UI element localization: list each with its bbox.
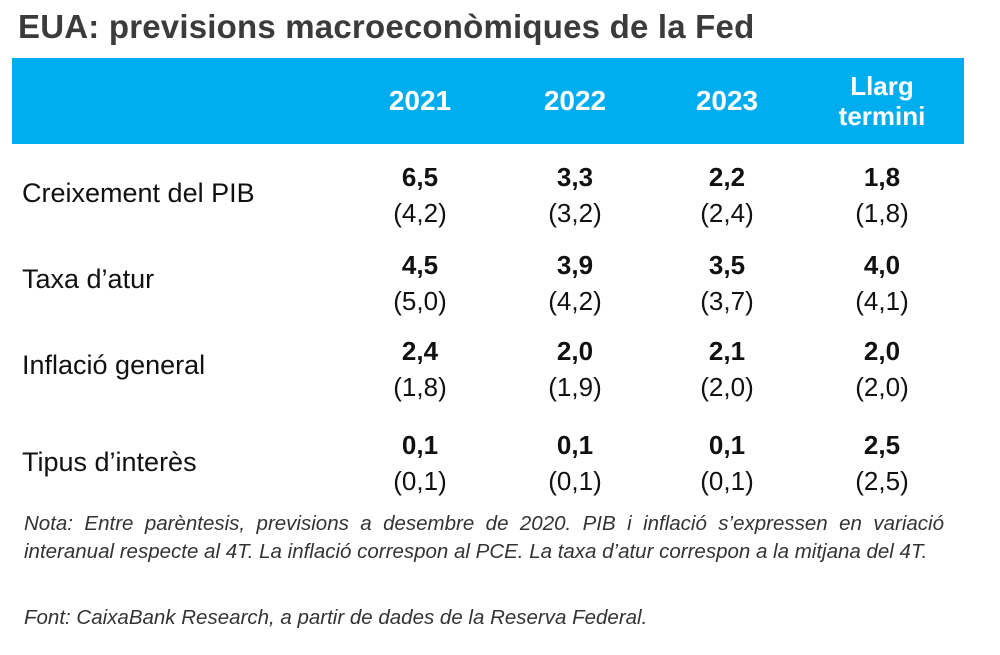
- cell-value: 0,1: [556, 430, 594, 460]
- cell-previous: (2,4): [700, 198, 754, 228]
- row-label-tipus-interes: Tipus d’interès: [22, 447, 197, 477]
- table-cell: 4,5 (5,0): [345, 250, 495, 316]
- cell-value: 2,0: [863, 336, 901, 366]
- table-cell: 6,5 (4,2): [345, 162, 495, 228]
- cell-previous: (3,2): [548, 198, 602, 228]
- cell-previous: (1,9): [548, 372, 602, 402]
- cell-previous: (2,0): [855, 372, 909, 402]
- cell-value: 2,1: [708, 336, 746, 366]
- cell-value: 2,5: [863, 430, 901, 460]
- cell-value: 3,9: [556, 250, 594, 280]
- table-cell: 3,9 (4,2): [500, 250, 650, 316]
- footnote: Nota: Entre parèntesis, previsions a des…: [24, 512, 944, 563]
- cell-value: 4,5: [401, 250, 439, 280]
- table-cell: 2,0 (2,0): [807, 336, 957, 402]
- cell-previous: (2,0): [700, 372, 754, 402]
- column-header-2021: 2021: [388, 85, 452, 116]
- cell-value: 4,0: [863, 250, 901, 280]
- table-cell: 0,1 (0,1): [500, 430, 650, 496]
- table-cell: 0,1 (0,1): [652, 430, 802, 496]
- cell-value: 6,5: [401, 162, 439, 192]
- column-header-2022: 2022: [543, 85, 607, 116]
- column-header-llarg-termini-label: Llarg termini: [838, 71, 926, 131]
- table-cell: 2,0 (1,9): [500, 336, 650, 402]
- table-cell: 2,5 (2,5): [807, 430, 957, 496]
- column-header-llarg-termini: Llarg termini: [807, 58, 957, 144]
- chart-title: EUA: previsions macroeconòmiques de la F…: [18, 8, 755, 45]
- cell-value: 3,5: [708, 250, 746, 280]
- cell-previous: (0,1): [700, 466, 754, 496]
- table-cell: 2,1 (2,0): [652, 336, 802, 402]
- table-cell: 3,3 (3,2): [500, 162, 650, 228]
- cell-value: 1,8: [863, 162, 901, 192]
- table-cell: 2,2 (2,4): [652, 162, 802, 228]
- row-label-inflacio-general: Inflació general: [22, 350, 206, 380]
- table-header: 2021 2022 2023 Llarg termini: [12, 58, 964, 144]
- cell-previous: (4,2): [548, 286, 602, 316]
- cell-previous: (4,2): [393, 198, 447, 228]
- cell-previous: (2,5): [855, 466, 909, 496]
- cell-previous: (1,8): [855, 198, 909, 228]
- cell-value: 3,3: [556, 162, 594, 192]
- table-cell: 1,8 (1,8): [807, 162, 957, 228]
- cell-value: 2,2: [708, 162, 746, 192]
- cell-previous: (0,1): [393, 466, 447, 496]
- table-cell: 4,0 (4,1): [807, 250, 957, 316]
- table-cell: 3,5 (3,7): [652, 250, 802, 316]
- cell-previous: (0,1): [548, 466, 602, 496]
- table-cell: 2,4 (1,8): [345, 336, 495, 402]
- row-label-taxa-atur: Taxa d’atur: [22, 264, 155, 294]
- table-cell: 0,1 (0,1): [345, 430, 495, 496]
- row-label-creixement-pib: Creixement del PIB: [22, 178, 255, 208]
- cell-previous: (1,8): [393, 372, 447, 402]
- cell-value: 0,1: [401, 430, 439, 460]
- cell-value: 2,4: [401, 336, 439, 366]
- cell-previous: (3,7): [700, 286, 754, 316]
- source-note: Font: CaixaBank Research, a partir de da…: [24, 606, 648, 629]
- cell-value: 0,1: [708, 430, 746, 460]
- cell-previous: (5,0): [393, 286, 447, 316]
- column-header-2023: 2023: [695, 85, 759, 116]
- cell-previous: (4,1): [855, 286, 909, 316]
- cell-value: 2,0: [556, 336, 594, 366]
